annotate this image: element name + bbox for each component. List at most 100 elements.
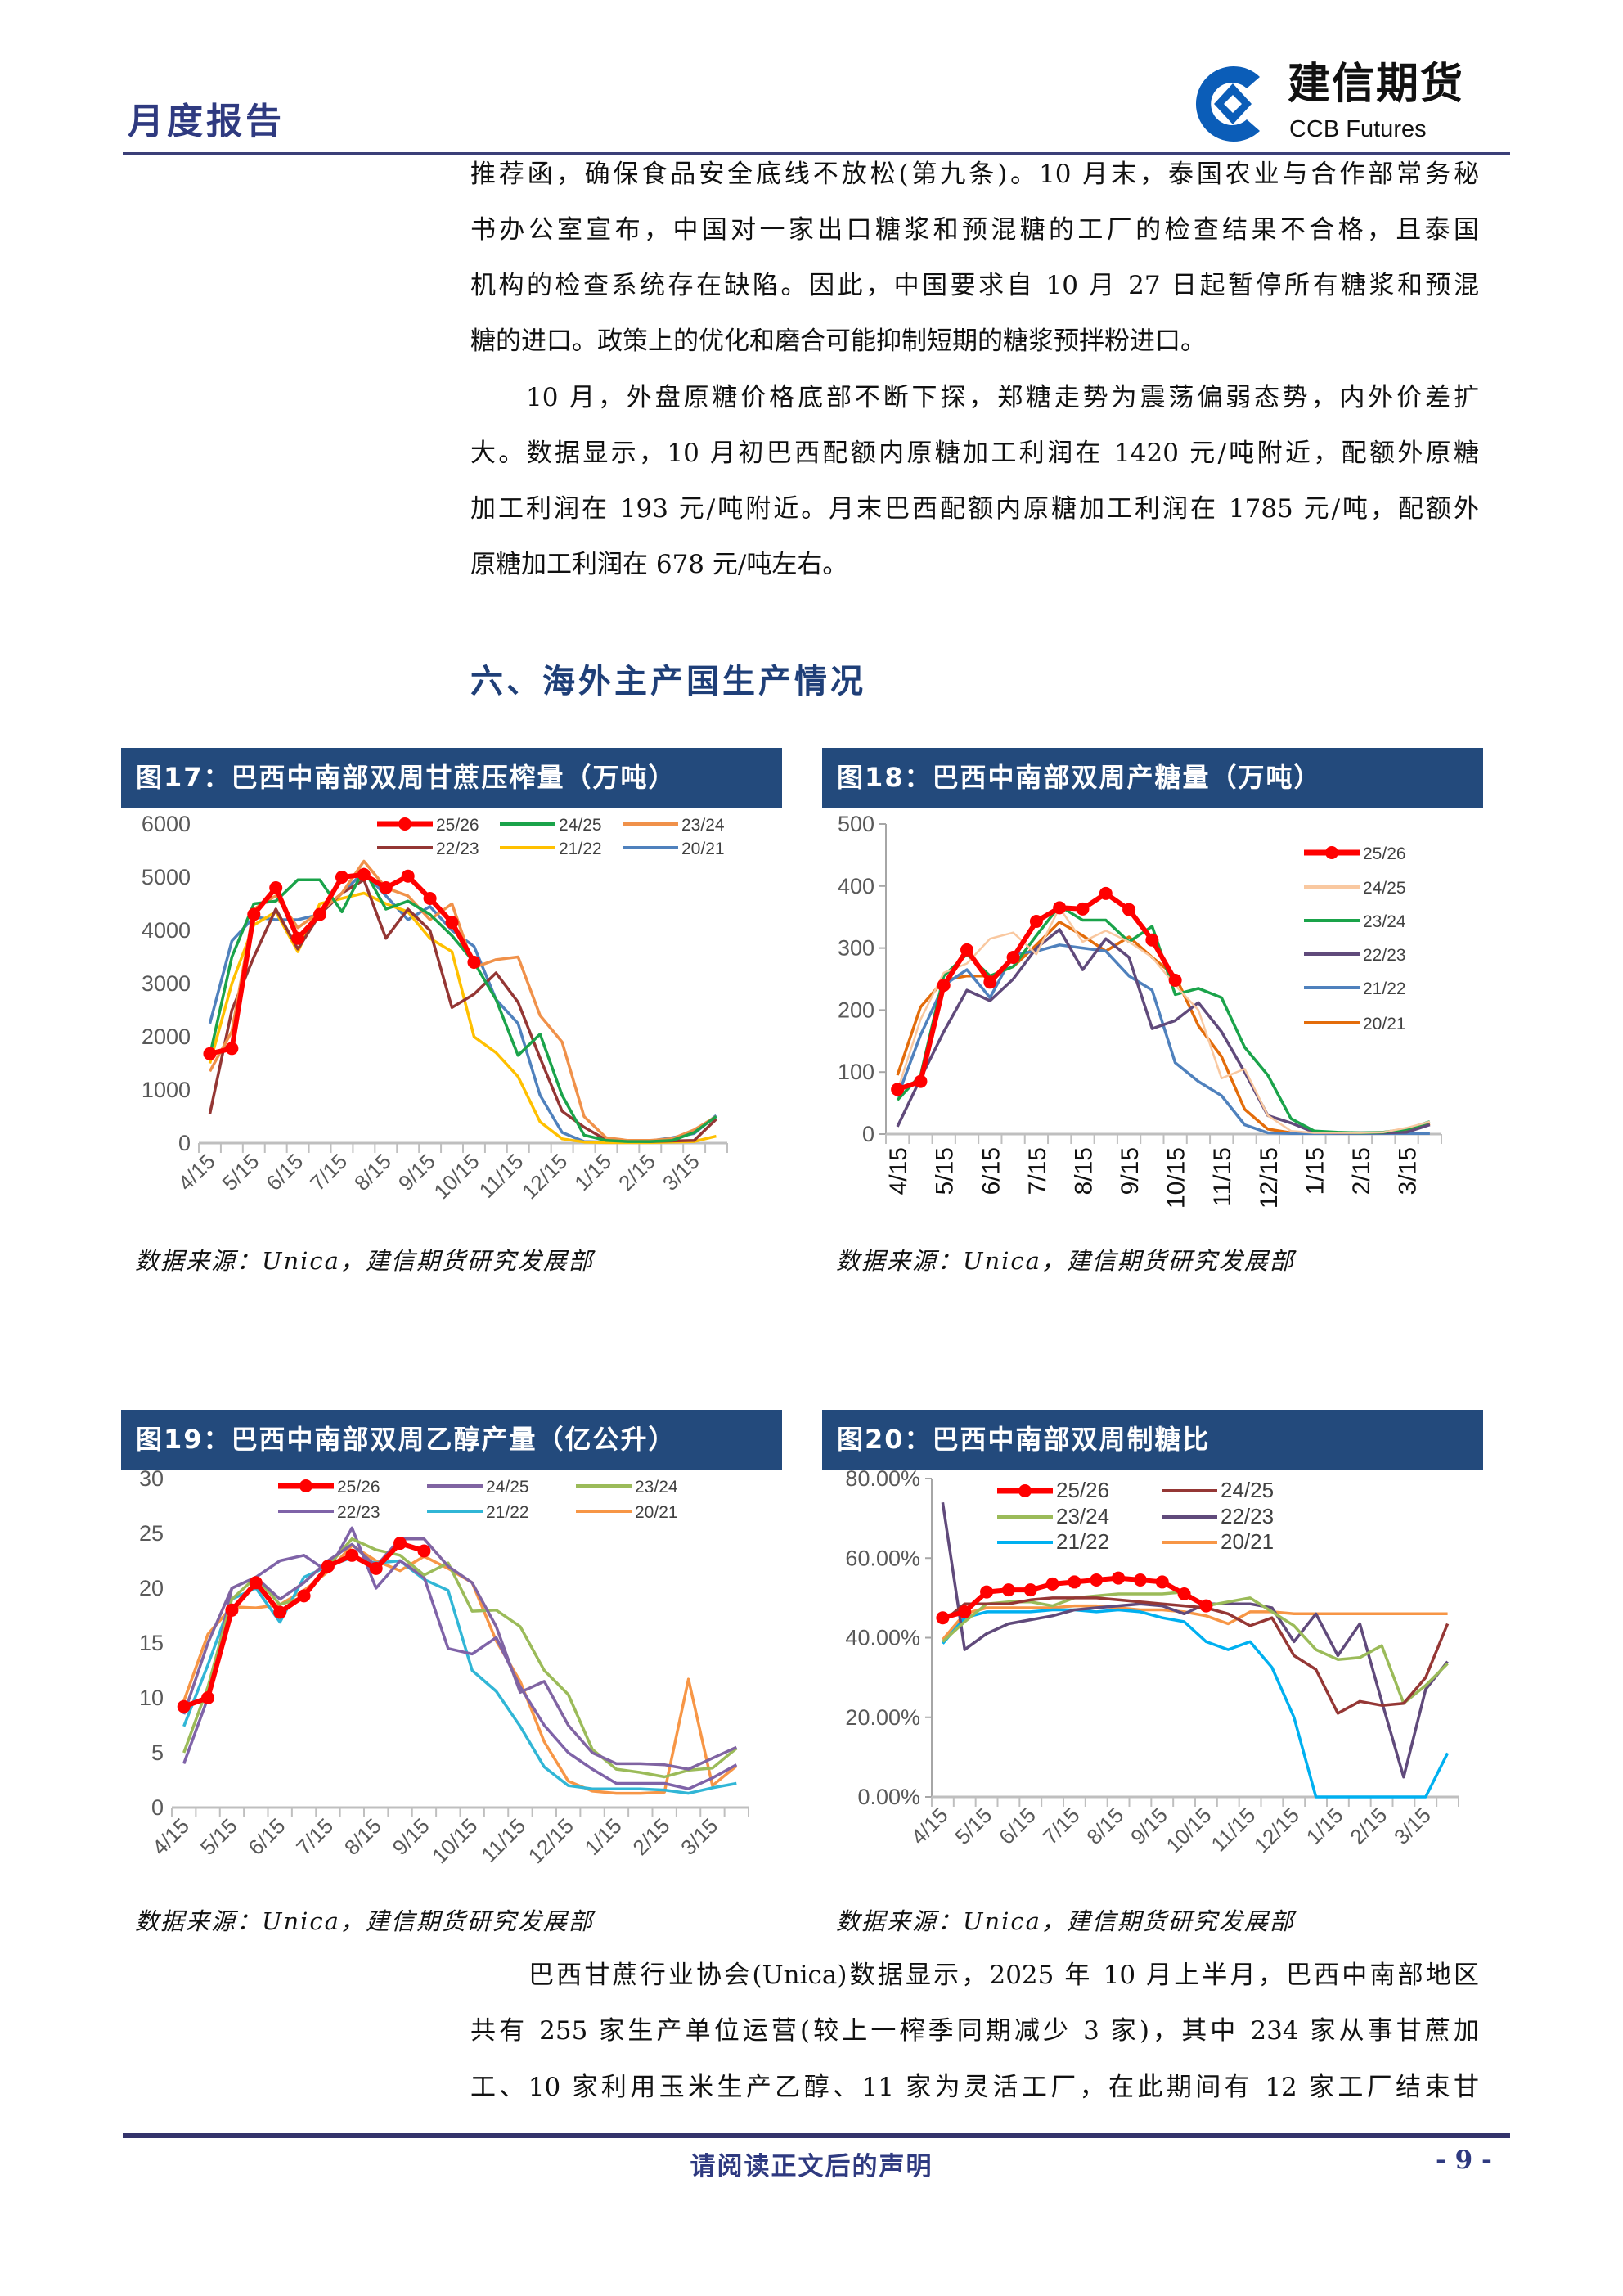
y-tick-label: 400 — [838, 874, 874, 898]
data-point-25-26 — [423, 892, 437, 905]
chart-19-ethanol-production: 0 5 10 15 20 25 30 4/15 5/15 6/15 7/15 8/15 9/1510/1… — [139, 1469, 749, 1868]
x-tick-label: 9/15 — [388, 1813, 434, 1860]
x-tick-label: 2/15 — [627, 1813, 674, 1860]
legend-label: 23/24 — [1056, 1504, 1109, 1528]
data-point-25-26 — [1001, 1583, 1015, 1597]
legend-label: 20/21 — [635, 1503, 678, 1522]
legend-label: 22/23 — [1363, 946, 1406, 965]
body-line: 糖的进口。政策上的优化和磨合可能抑制短期的糖浆预拌粉进口。 — [470, 326, 1206, 356]
x-tick-label: 5/15 — [218, 1149, 264, 1195]
legend-label: 25/26 — [337, 1478, 380, 1497]
x-tick-label: 8/15 — [1070, 1147, 1097, 1195]
data-point-25-26 — [177, 1699, 191, 1713]
data-point-25-26 — [321, 1560, 335, 1573]
body-line: 10 月，外盘原糖价格底部不断下探，郑糖走势为震荡偏弱态势，内外价差扩 — [526, 383, 1479, 412]
body-line: 共有 255 家生产单位运营(较上一榨季同期减少 3 家)，其中 234 家从事… — [470, 2016, 1479, 2046]
data-point-25-26 — [1053, 901, 1067, 915]
legend-label: 20/21 — [1363, 1015, 1406, 1033]
data-point-25-26 — [1068, 1575, 1081, 1589]
data-point-25-26 — [958, 1605, 972, 1618]
x-tick-label: 3/15 — [1389, 1803, 1436, 1849]
series-line-21-22 — [208, 891, 717, 1145]
legend-label: 22/23 — [337, 1503, 380, 1522]
x-tick-label: 1/15 — [580, 1813, 627, 1860]
chart-20-source: 数据来源：Unica，建信期货研究发展部 — [836, 1907, 1295, 1935]
chart-17-source: 数据来源：Unica，建信期货研究发展部 — [135, 1247, 594, 1275]
disclaimer-note: 请阅读正文后的声明 — [690, 2152, 933, 2181]
y-tick-label: 5000 — [142, 865, 191, 889]
ccb-logo-icon — [1195, 66, 1260, 142]
body-line: 机构的检查系统存在缺陷。因此，中国要求自 10 月 27 日起暂停所有糖浆和预混 — [470, 271, 1479, 300]
data-point-25-26 — [983, 975, 997, 989]
legend-label: 24/25 — [1221, 1478, 1274, 1502]
data-point-25-26 — [914, 1074, 928, 1088]
y-tick-label: 25 — [139, 1521, 164, 1546]
y-tick-label: 0 — [862, 1122, 874, 1146]
chart-20-sugar-mix: 0.00% 20.00% 40.00% 60.00% 80.00% 4/155/156/1… — [845, 1469, 1459, 1857]
x-tick-label: 5/15 — [950, 1803, 996, 1849]
series-line-24-25 — [182, 1537, 738, 1771]
x-tick-label: 12/15 — [524, 1813, 578, 1868]
y-tick-label: 0 — [151, 1795, 164, 1820]
body-line: 工、10 家利用玉米生产乙醇、11 家为灵活工厂，在此期间有 12 家工厂结束甘 — [470, 2073, 1479, 2102]
x-tick-label: 4/15 — [147, 1813, 194, 1860]
x-tick-label: 11/15 — [474, 1149, 528, 1203]
chart-17-title: 图17：巴西中南部双周甘蔗压榨量（万吨） — [121, 748, 782, 808]
logo-chinese-name: 建信期货 — [1288, 60, 1465, 109]
chart-20-title: 图20：巴西中南部双周制糖比 — [822, 1410, 1483, 1470]
x-tick-label: 10/15 — [1163, 1147, 1190, 1209]
chart-18-sugar-production: 0 100 200 300 400 500 4/15 5/15 6/15 7/15 8/15 9/15… — [838, 812, 1442, 1209]
body-line: 加工利润在 193 元/吨附近。月末巴西配额内原糖加工利润在 1785 元/吨，… — [470, 494, 1479, 524]
data-point-25-26 — [1177, 1587, 1191, 1601]
chart-18-title: 图18：巴西中南部双周产糖量（万吨） — [822, 748, 1483, 808]
x-tick-label: 11/15 — [1206, 1803, 1260, 1857]
y-tick-label: 5 — [151, 1740, 164, 1765]
data-point-25-26 — [1122, 903, 1136, 916]
legend-label: 21/22 — [1056, 1529, 1109, 1554]
x-tick-label: 8/15 — [349, 1149, 396, 1195]
x-tick-label: 3/15 — [658, 1149, 704, 1195]
data-point-25-26 — [1099, 886, 1113, 900]
x-tick-label: 6/15 — [978, 1147, 1005, 1195]
legend-marker — [299, 1479, 312, 1492]
footer-divider — [123, 2133, 1510, 2138]
data-point-25-26 — [1006, 950, 1020, 964]
x-tick-label: 3/15 — [1395, 1147, 1422, 1195]
data-point-25-26 — [379, 881, 393, 894]
y-tick-label: 100 — [838, 1060, 874, 1084]
y-tick-label: 4000 — [142, 918, 191, 943]
y-tick-label: 30 — [139, 1469, 164, 1491]
legend-label: 23/24 — [1363, 912, 1406, 931]
y-tick-label: 500 — [838, 812, 874, 836]
data-point-25-26 — [357, 867, 371, 881]
x-tick-label: 5/15 — [932, 1147, 959, 1195]
data-point-25-26 — [936, 1611, 950, 1625]
x-tick-label: 12/15 — [517, 1149, 572, 1204]
y-tick-label: 200 — [838, 997, 874, 1022]
legend-label: 20/21 — [1221, 1529, 1274, 1554]
data-point-25-26 — [1076, 902, 1090, 916]
x-tick-label: 7/15 — [1038, 1803, 1085, 1849]
chart-19-title: 图19：巴西中南部双周乙醇产量（亿公升） — [121, 1410, 782, 1470]
body-line: 推荐函，确保食品安全底线不放松(第九条)。10 月末，泰国农业与合作部常务秘 — [470, 160, 1479, 189]
data-point-25-26 — [369, 1561, 383, 1575]
data-point-25-26 — [225, 1042, 239, 1056]
y-tick-label: 1000 — [142, 1078, 191, 1102]
x-tick-label: 2/15 — [1348, 1147, 1375, 1195]
data-point-25-26 — [313, 907, 327, 921]
x-tick-label: 11/15 — [1209, 1147, 1236, 1207]
data-point-25-26 — [297, 1589, 311, 1603]
data-point-25-26 — [1199, 1599, 1213, 1613]
series-line-24-25 — [208, 867, 717, 1143]
legend-marker — [1018, 1484, 1032, 1497]
legend-label: 24/25 — [1363, 879, 1406, 898]
x-tick-label: 12/15 — [1256, 1147, 1283, 1209]
data-point-25-26 — [960, 943, 974, 957]
data-point-25-26 — [1133, 1573, 1147, 1587]
series-line-23-24 — [896, 904, 1431, 1135]
chart-19-source: 数据来源：Unica，建信期货研究发展部 — [135, 1907, 594, 1935]
data-point-25-26 — [445, 916, 459, 930]
legend-label: 23/24 — [681, 816, 725, 835]
series-line-25-26 — [182, 1541, 425, 1709]
y-tick-label: 40.00% — [845, 1626, 920, 1650]
